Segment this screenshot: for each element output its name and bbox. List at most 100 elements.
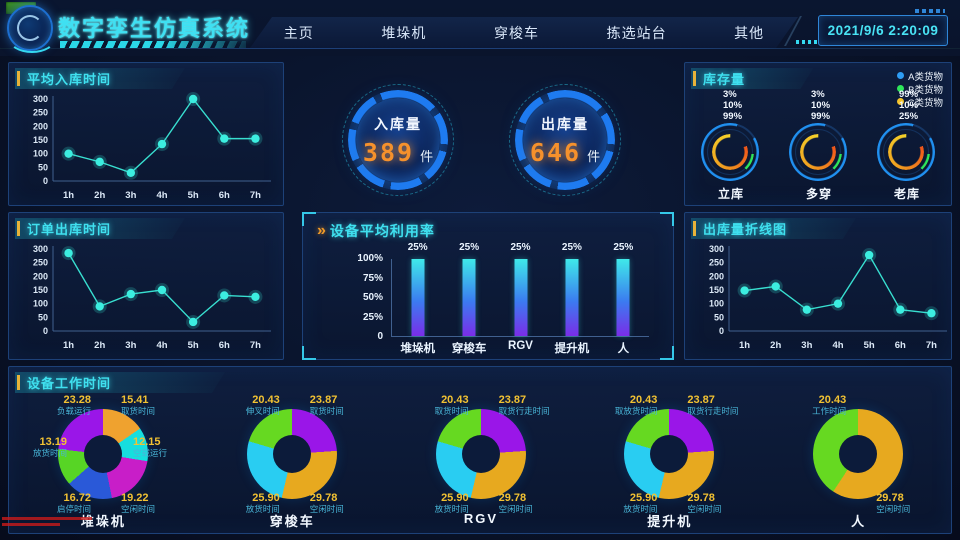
gauge-value: 646 bbox=[529, 137, 582, 167]
donut-hole bbox=[650, 435, 689, 473]
donut-chart bbox=[435, 409, 526, 499]
data-point bbox=[64, 149, 73, 158]
line-chart-svg: 300 250 200 150 100 50 0 1h 2h 3h 4h 5h 6h 7h bbox=[33, 244, 271, 351]
panel-header: 库存量 bbox=[691, 68, 813, 89]
data-point bbox=[64, 248, 73, 258]
x-tick-label: 7h bbox=[250, 190, 261, 201]
slice-name: 取货时间 bbox=[434, 406, 469, 416]
app-logo bbox=[7, 5, 56, 53]
machine-name: 穿梭车 bbox=[269, 514, 315, 529]
corner-bracket bbox=[660, 212, 674, 226]
slice-value: 25.90 bbox=[441, 492, 469, 504]
slice-name: 空闲时间 bbox=[876, 504, 911, 514]
panel-header: 订单出库时间 bbox=[15, 218, 185, 239]
slice-name: 取货时间 bbox=[121, 406, 156, 416]
bar-value-label: 25% bbox=[459, 242, 480, 253]
worktime-donut-group: 23.87 取货行走时间 29.78 空闲时间 25.90 放货时间 20.43 取货时间 RG… bbox=[387, 391, 576, 531]
gauge-label: 出库量 bbox=[541, 115, 589, 132]
worktime-donut-group: 29.78 空闲时间 20.43 工作时间人 bbox=[764, 391, 953, 531]
donut-slice-label: 25.90 放货时间 bbox=[389, 493, 469, 515]
nav-item-stacker[interactable]: 堆垛机 bbox=[381, 24, 427, 41]
nav-item-picking[interactable]: 拣选站台 bbox=[606, 24, 667, 41]
donut-slice-label: 20.43 工作时间 bbox=[766, 395, 846, 417]
legend-label: B类货物 bbox=[908, 84, 943, 96]
slice-value: 29.78 bbox=[309, 492, 338, 504]
y-tick-label: 50 bbox=[38, 312, 48, 322]
panel-utilization: » 设备平均利用率 100% 75% 50% 25% 0 25% 堆垛机 25% 穿梭车 25%… bbox=[302, 212, 674, 360]
y-tick-label: 150 bbox=[33, 285, 48, 295]
nav-item-home[interactable]: 主页 bbox=[283, 24, 314, 41]
inventory-ring-charts: 3% 10% 99% 立库 3% 10% 99% 多穿 99% 10% 25% 老库 bbox=[687, 87, 951, 201]
slice-value: 16.72 bbox=[63, 492, 91, 504]
slice-name: 空闲时间 bbox=[687, 504, 722, 514]
y-tick-label: 0 bbox=[377, 331, 383, 342]
bar-value-label: 25% bbox=[561, 242, 582, 253]
gauge-core: 出库量 646 件 bbox=[523, 98, 607, 182]
donut-slice-label: 20.43 取放货时间 bbox=[577, 395, 658, 417]
worktime-donut-charts: 15.41 取货时间 12.15 空载运行 19.22 空闲时间 16.72 启停时间 13.1… bbox=[9, 391, 953, 531]
y-tick-label: 100 bbox=[33, 299, 48, 309]
slice-value: 20.43 bbox=[441, 394, 469, 406]
y-tick-label: 75% bbox=[362, 272, 383, 284]
nav-item-other[interactable]: 其他 bbox=[734, 24, 765, 41]
y-tick-label: 200 bbox=[33, 121, 48, 131]
y-tick-label: 250 bbox=[709, 258, 724, 268]
slice-value: 25.90 bbox=[629, 492, 658, 504]
header-accent-bar bbox=[693, 221, 696, 236]
x-tick-label: 3h bbox=[125, 190, 136, 201]
donut-slice-label: 29.78 空闲时间 bbox=[687, 493, 763, 515]
donut-slice-label: 29.78 空闲时间 bbox=[310, 493, 386, 515]
panel-order-outbound-time: 订单出库时间 300 250 200 150 100 50 0 1h 2h 3h 4h 5h 6h 7h bbox=[8, 212, 284, 360]
x-tick-label: 1h bbox=[739, 340, 750, 351]
x-tick-label: 3h bbox=[801, 340, 812, 351]
x-tick-label: 提升机 bbox=[554, 343, 590, 355]
donut-slice-label: 23.87 取货时间 bbox=[310, 395, 386, 417]
data-point bbox=[771, 282, 780, 291]
donut-slice-label: 23.87 取货行走时间 bbox=[687, 395, 763, 417]
slice-value: 29.78 bbox=[876, 492, 904, 504]
slice-value: 12.15 bbox=[133, 436, 161, 448]
app-title: 数字孪生仿真系统 bbox=[58, 16, 251, 41]
ring-group-name: 立库 bbox=[717, 187, 744, 201]
donut-slice-label: 19.22 空闲时间 bbox=[121, 493, 197, 515]
header-accent-bar bbox=[17, 221, 20, 236]
bar-value-label: 25% bbox=[510, 242, 531, 253]
line-chart-svg: 300 250 200 150 100 50 0 1h 2h 3h 4h 5h 6h 7h bbox=[33, 92, 271, 201]
ring-chart bbox=[877, 123, 935, 181]
ring-value-labels: 3% 10% 99% bbox=[723, 89, 743, 122]
panel-title: 订单出库时间 bbox=[27, 222, 112, 237]
gauge-core: 入库量 389 件 bbox=[356, 98, 440, 182]
slice-value: 20.43 bbox=[818, 394, 847, 406]
panel-avg-inbound-time: 平均入库时间 300 250 200 150 100 50 0 1h 2h 3h 4h 5h 6h 7h bbox=[8, 62, 284, 206]
corner-bracket bbox=[660, 346, 674, 360]
header-accent-bar bbox=[17, 71, 20, 86]
ring-value-labels: 3% 10% 99% bbox=[811, 89, 831, 122]
slice-name: 取货时间 bbox=[309, 406, 344, 416]
slice-value: 13.19 bbox=[39, 436, 67, 448]
gauge-dashed-ring bbox=[342, 84, 454, 196]
panel-header: 设备工作时间 bbox=[15, 372, 225, 393]
y-tick-label: 50% bbox=[362, 292, 383, 303]
data-point bbox=[927, 309, 936, 318]
y-tick-label: 0 bbox=[719, 326, 724, 336]
donut-slice-label: 16.72 启停时间 bbox=[11, 493, 91, 515]
panel-header: » 设备平均利用率 bbox=[317, 221, 435, 241]
legend-item: A类货物 bbox=[897, 69, 943, 83]
donut-chart bbox=[813, 409, 904, 499]
x-tick-label: 1h bbox=[63, 340, 74, 351]
gauge-dashed-ring bbox=[509, 84, 621, 196]
slice-name: 放货时间 bbox=[623, 504, 658, 514]
donut-slice-label: 25.90 放货时间 bbox=[200, 493, 280, 515]
y-tick-label: 250 bbox=[33, 108, 48, 118]
x-tick-label: 4h bbox=[156, 190, 167, 201]
donut-hole bbox=[461, 435, 500, 473]
gauge-outbound: 出库量 646 件 bbox=[509, 84, 621, 196]
worktime-donut-group: 23.87 取货行走时间 29.78 空闲时间 25.90 放货时间 20.43 取放货时间提… bbox=[575, 391, 764, 531]
gauge-unit: 件 bbox=[420, 148, 434, 164]
bar-value-label: 25% bbox=[613, 242, 634, 253]
x-tick-label: 穿梭车 bbox=[451, 343, 487, 355]
machine-name: 提升机 bbox=[647, 514, 693, 529]
donut-slice-label: 29.78 空闲时间 bbox=[499, 493, 575, 515]
donut-slice-label: 20.43 取货时间 bbox=[389, 395, 469, 417]
nav-item-shuttle[interactable]: 穿梭车 bbox=[493, 24, 539, 41]
